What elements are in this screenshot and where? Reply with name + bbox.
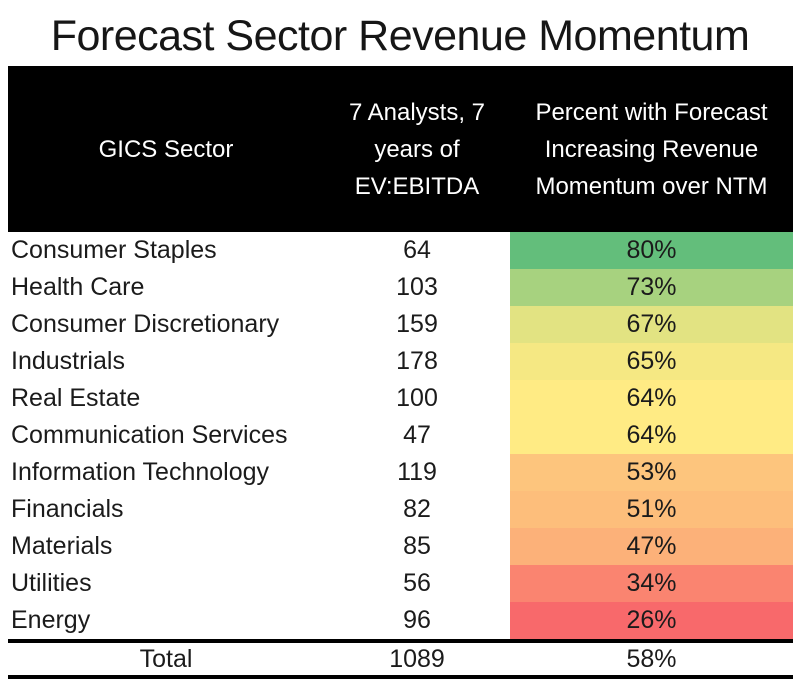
analyst-years-count: 82 (403, 495, 431, 523)
sector-momentum-table: GICS Sector 7 Analysts, 7 years of EV:EB… (8, 66, 793, 679)
sector-name: Information Technology (11, 458, 270, 486)
table-row: Information Technology 119 53% (8, 454, 793, 491)
total-count: 1089 (389, 644, 445, 673)
percent-heatmap-cell: 34% (510, 565, 793, 602)
table-body: Consumer Staples 64 80% Health Care 103 73% Co… (8, 232, 793, 639)
percent-heatmap-cell: 26% (510, 602, 793, 639)
table-row: Energy 96 26% (8, 602, 793, 639)
table-row: Consumer Discretionary 159 67% (8, 306, 793, 343)
sector-name: Industrials (11, 347, 125, 375)
sector-name: Materials (11, 532, 113, 560)
sector-name: Communication Services (11, 421, 288, 449)
percent-heatmap-cell: 51% (510, 491, 793, 528)
analyst-years-count: 56 (403, 569, 431, 597)
analyst-years-count: 96 (403, 606, 431, 634)
sector-name: Financials (11, 495, 124, 523)
header-analysts-line-3: EV:EBITDA (354, 172, 480, 200)
analyst-years-count: 178 (396, 347, 438, 375)
header-analysts-line-2: years of (374, 135, 460, 163)
percent-heatmap-cell: 53% (510, 454, 793, 491)
sector-name: Real Estate (11, 384, 141, 412)
table-row: Health Care 103 73% (8, 269, 793, 306)
percent-heatmap-cell: 64% (510, 417, 793, 454)
header-percent-line-1: Percent with Forecast (535, 98, 768, 126)
analyst-years-count: 47 (403, 421, 431, 449)
analyst-years-count: 159 (396, 310, 438, 338)
sector-name: Energy (11, 606, 91, 634)
percent-heatmap-cell: 64% (510, 380, 793, 417)
header-gics-sector: GICS Sector (98, 135, 234, 163)
total-label: Total (139, 644, 193, 673)
total-row: Total 1089 58% (8, 639, 793, 679)
table-row: Financials 82 51% (8, 491, 793, 528)
sector-name: Consumer Discretionary (11, 310, 280, 338)
table-row: Consumer Staples 64 80% (8, 232, 793, 269)
header-analysts-ev-ebitda: 7 Analysts, 7 years of EV:EBITDA (324, 94, 510, 205)
table-row: Real Estate 100 64% (8, 380, 793, 417)
page-title: Forecast Sector Revenue Momentum (50, 12, 750, 60)
sector-name: Utilities (11, 569, 92, 597)
total-percent: 58% (626, 644, 677, 673)
header-percent-line-2: Increasing Revenue (544, 135, 759, 163)
header-percent-line-3: Momentum over NTM (535, 172, 768, 200)
table-row: Industrials 178 65% (8, 343, 793, 380)
table-row: Utilities 56 34% (8, 565, 793, 602)
sector-name: Health Care (11, 273, 145, 301)
percent-heatmap-cell: 67% (510, 306, 793, 343)
header-percent-forecast: Percent with Forecast Increasing Revenue… (510, 94, 793, 205)
percent-heatmap-cell: 65% (510, 343, 793, 380)
analyst-years-count: 103 (396, 273, 438, 301)
table-row: Communication Services 47 64% (8, 417, 793, 454)
analyst-years-count: 100 (396, 384, 438, 412)
analyst-years-count: 64 (403, 236, 431, 264)
table-row: Materials 85 47% (8, 528, 793, 565)
table-header-row: GICS Sector 7 Analysts, 7 years of EV:EB… (8, 66, 793, 232)
percent-heatmap-cell: 80% (510, 232, 793, 269)
percent-heatmap-cell: 73% (510, 269, 793, 306)
sector-name: Consumer Staples (11, 236, 217, 264)
percent-heatmap-cell: 47% (510, 528, 793, 565)
analyst-years-count: 119 (397, 458, 437, 486)
analyst-years-count: 85 (403, 532, 431, 560)
header-analysts-line-1: 7 Analysts, 7 (348, 98, 486, 126)
